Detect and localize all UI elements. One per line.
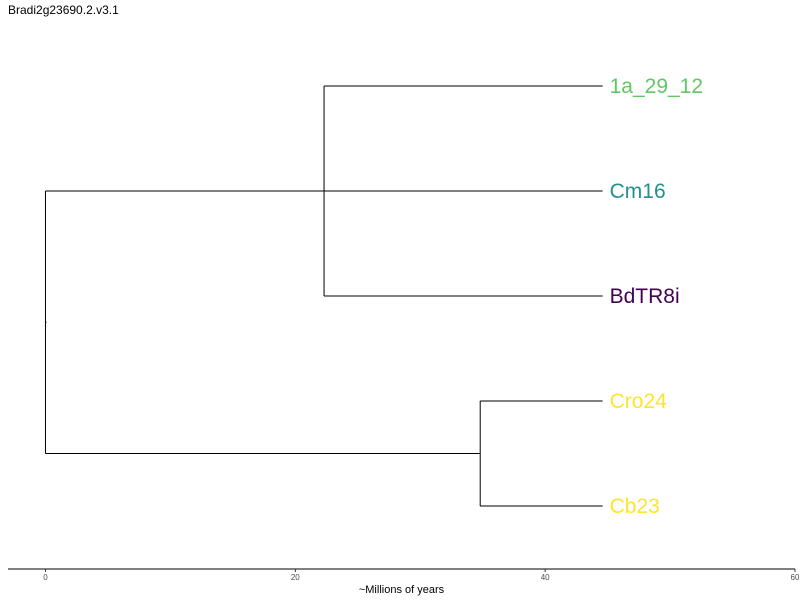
tip-label: Cb23 bbox=[610, 495, 660, 518]
x-axis-title: ~Millions of years bbox=[359, 584, 445, 596]
tip-label: Cro24 bbox=[610, 390, 668, 413]
x-axis-tick-label: 60 bbox=[791, 573, 800, 582]
page-title: Bradi2g23690.2.v3.1 bbox=[8, 3, 119, 17]
tree-tip-labels: 1a_29_12 Cm16 BdTR8i Cro24 Cb23 bbox=[610, 75, 703, 518]
tip-label: 1a_29_12 bbox=[610, 75, 703, 98]
tip-label: Cm16 bbox=[610, 180, 666, 203]
x-axis-tick-label: 40 bbox=[541, 573, 550, 582]
x-axis-tick-label: 20 bbox=[291, 573, 300, 582]
x-axis-ticks: 0 20 40 60 bbox=[43, 569, 800, 582]
x-axis-tick-label: 0 bbox=[43, 573, 48, 582]
x-axis: 0 20 40 60 ~Millions of years bbox=[8, 568, 800, 596]
tip-label: BdTR8i bbox=[610, 285, 680, 308]
tree-branches bbox=[44, 85, 603, 507]
